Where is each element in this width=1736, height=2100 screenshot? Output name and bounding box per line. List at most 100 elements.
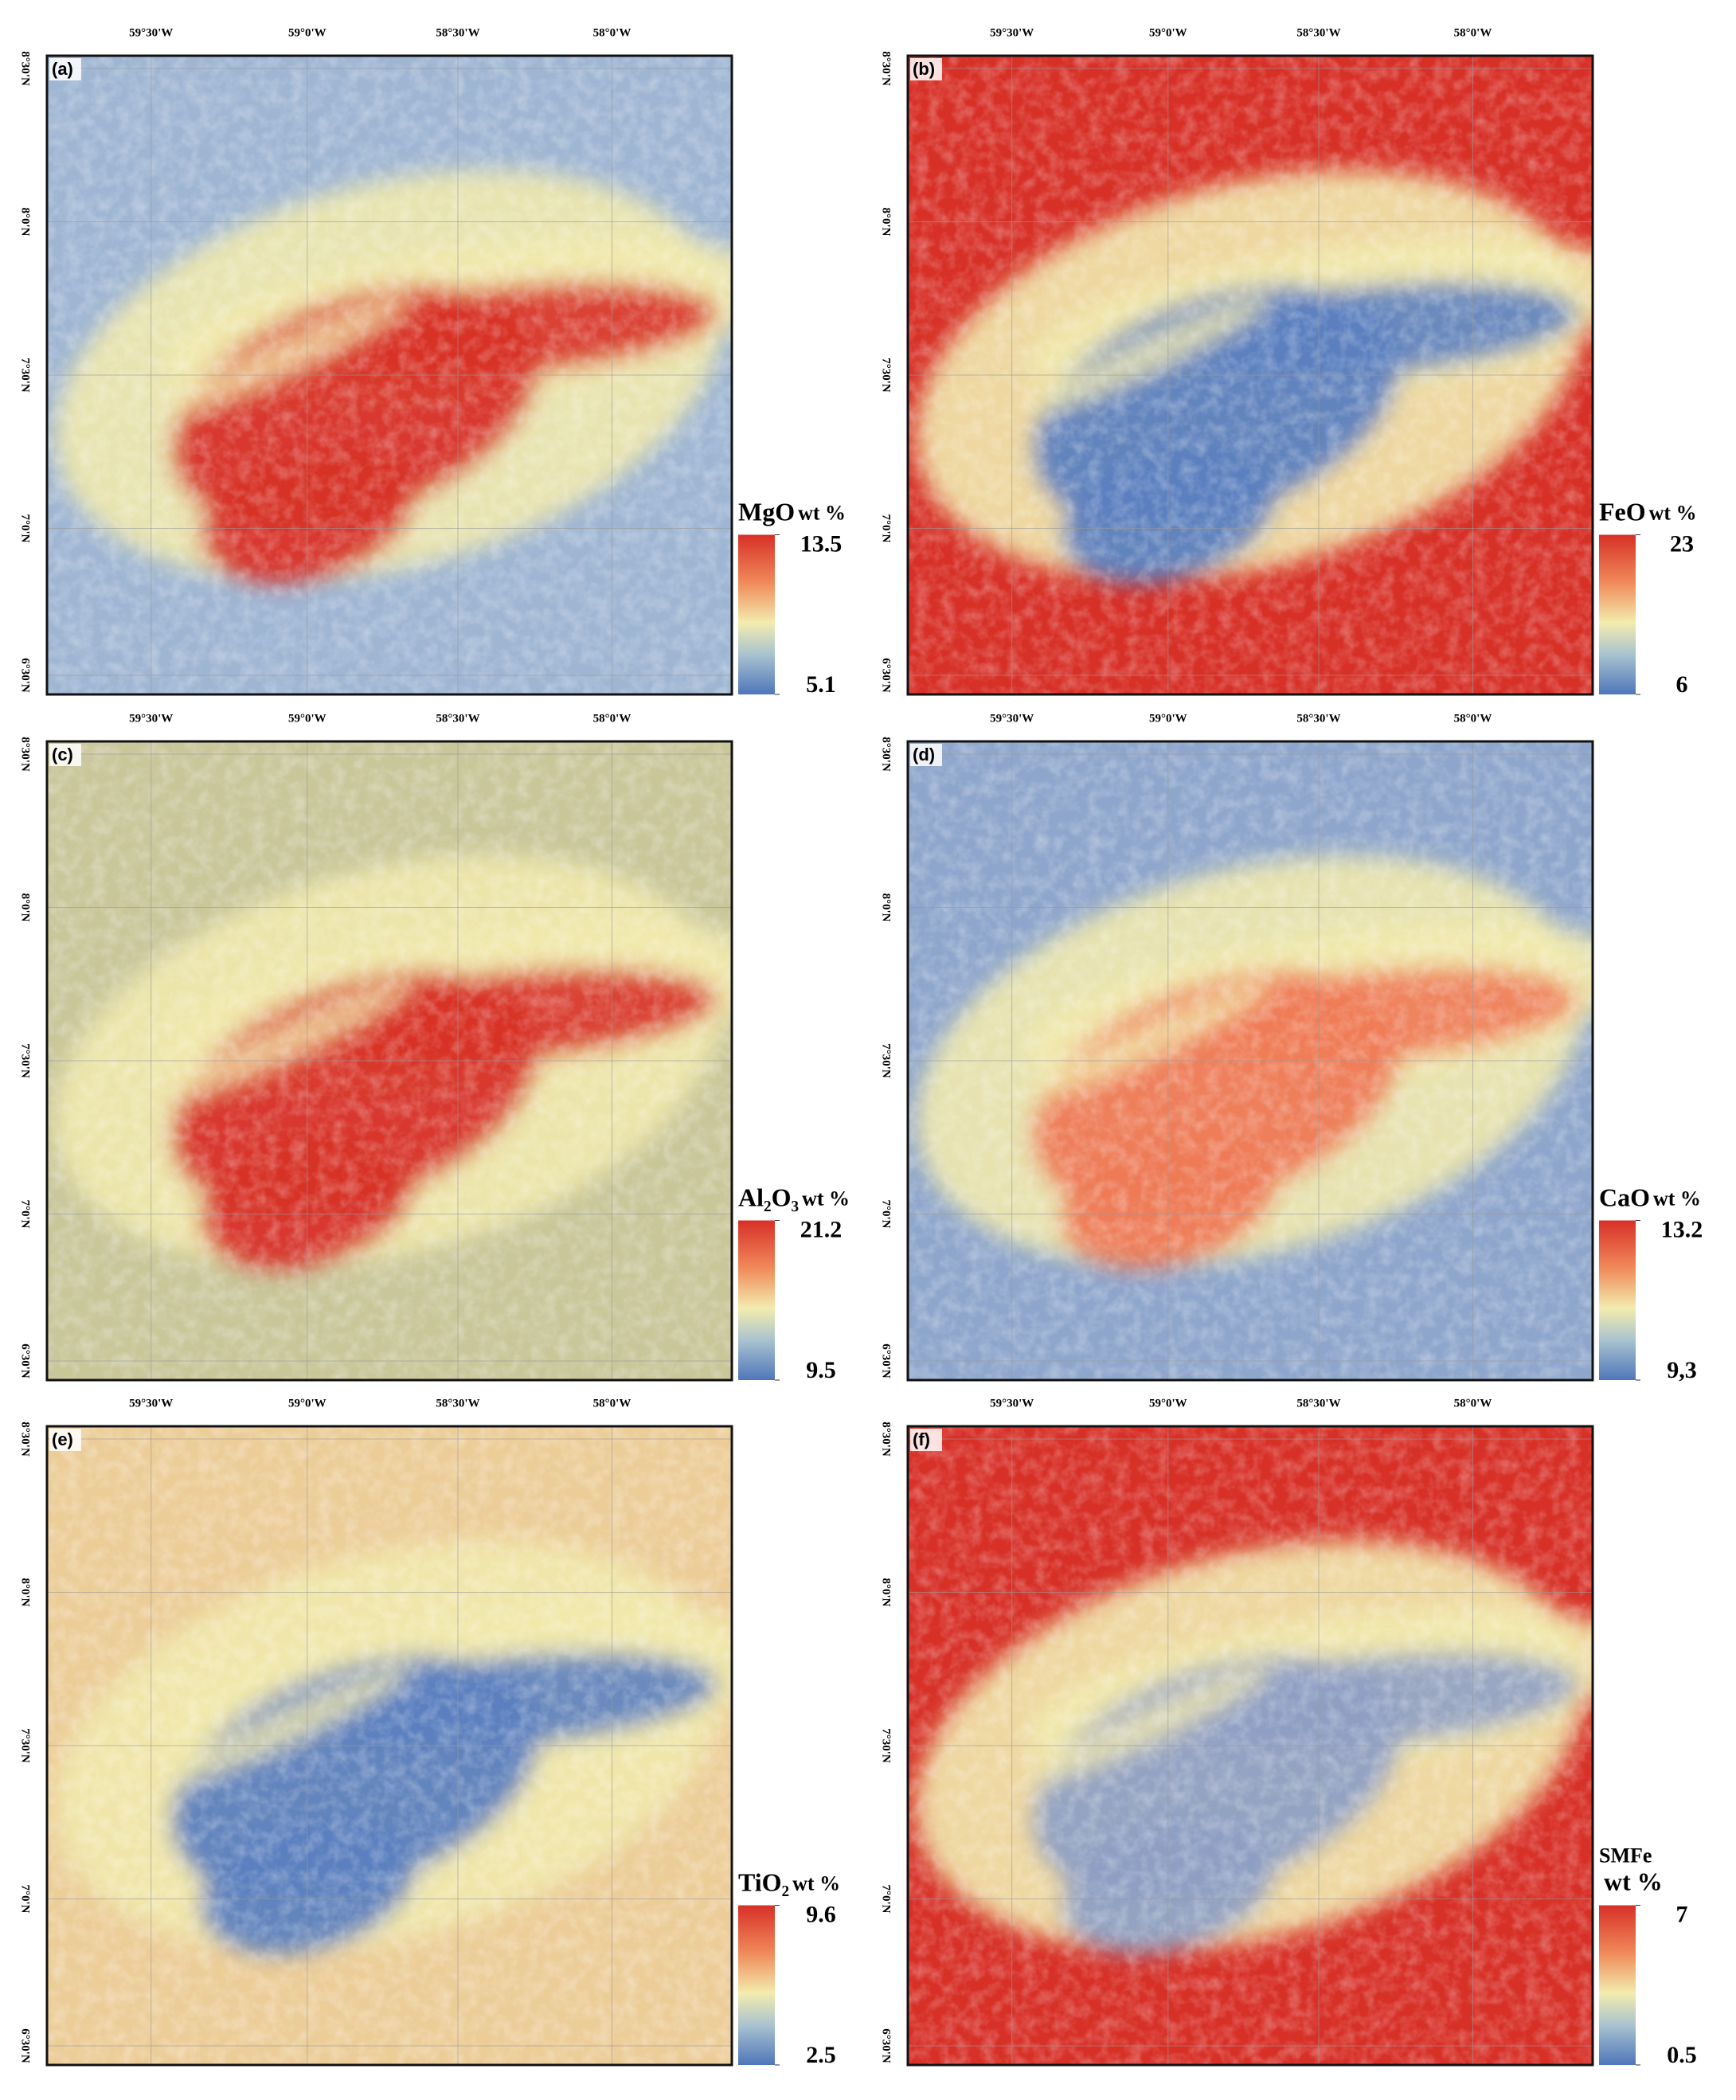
latitude-label: 8°30'N [19, 51, 32, 86]
longitude-label: 59°0'W [288, 712, 326, 725]
oxide-name: TiO₂ [738, 1868, 789, 1897]
unit: wt % [802, 1187, 850, 1210]
latitude-label: 7°30'N [880, 1043, 893, 1078]
latitude-label: 8°0'N [19, 1578, 32, 1607]
colorbar [1599, 534, 1636, 694]
longitude-label: 59°30'W [129, 1397, 173, 1410]
map-frame [45, 1425, 733, 2067]
map-image [47, 56, 732, 694]
latitude-label: 6°30'N [19, 1343, 32, 1378]
longitude-label: 59°30'W [990, 1397, 1034, 1410]
latitude-label: 8°0'N [880, 894, 893, 922]
latitude-label: 7°0'N [19, 514, 32, 542]
latitude-label: 6°30'N [880, 1343, 893, 1378]
longitude-label: 59°0'W [288, 1397, 326, 1410]
map-frame [906, 54, 1594, 696]
longitude-label: 59°0'W [1149, 26, 1187, 39]
latitude-label: 8°0'N [880, 208, 893, 237]
map-frame [906, 1425, 1594, 2067]
map-image [47, 741, 732, 1380]
colorbar-min: 6 [1676, 671, 1688, 698]
longitude-label: 59°30'W [129, 26, 173, 39]
colorbar-max: 7 [1676, 1901, 1688, 1927]
colorbar-min: 2.5 [806, 2042, 836, 2068]
oxide-name: Al₂O₃ [738, 1183, 799, 1212]
longitude-label: 59°30'W [129, 712, 173, 725]
panel-label: (a) [52, 59, 73, 79]
latitude-label: 8°30'N [19, 737, 32, 772]
longitude-label: 58°0'W [1454, 1397, 1492, 1410]
panel-label: (f) [913, 1429, 930, 1449]
map-frame [45, 54, 733, 696]
latitude-label: 8°30'N [880, 1422, 893, 1457]
latitude-label: 6°30'N [19, 2028, 32, 2063]
oxide-name: FeO [1599, 498, 1646, 526]
longitude-label: 59°0'W [1149, 1397, 1187, 1410]
colorbar [1599, 1905, 1636, 2065]
colorbar [738, 1220, 775, 1380]
panel-label-box [910, 58, 942, 80]
map-image [908, 1426, 1593, 2065]
colorbar-title: FeO wt % [1599, 498, 1697, 526]
unit: wt % [1604, 1867, 1663, 1896]
latitude-label: 7°0'N [19, 1199, 32, 1228]
longitude-label: 58°30'W [1296, 712, 1340, 725]
latitude-label: 8°0'N [19, 894, 32, 922]
map-panel: 59°30'W 59°0'W 58°30'W 58°0'W 8°30'N 8°0'N 7°3… [880, 1397, 1697, 2068]
colorbar [738, 1905, 775, 2065]
colorbar-min: 9.5 [806, 1357, 836, 1383]
latitude-label: 7°0'N [880, 1199, 893, 1228]
latitude-label: 7°0'N [880, 514, 893, 542]
colorbar-title: Al₂O₃ wt % [738, 1183, 850, 1212]
longitude-label: 58°0'W [593, 1397, 631, 1410]
latitude-label: 6°30'N [880, 2028, 893, 2063]
colorbar-min: 5.1 [806, 671, 836, 698]
map-frame [45, 740, 733, 1382]
colorbar-min: 0.5 [1667, 2042, 1697, 2068]
longitude-label: 58°0'W [593, 712, 631, 725]
latitude-label: 8°30'N [19, 1422, 32, 1457]
colorbar [738, 534, 775, 694]
latitude-label: 8°0'N [880, 1578, 893, 1607]
latitude-label: 7°0'N [19, 1884, 32, 1913]
map-panel: 59°30'W 59°0'W 58°30'W 58°0'W 8°30'N 8°0'N 7°3… [19, 712, 850, 1383]
latitude-label: 8°30'N [880, 51, 893, 86]
unit: wt % [1649, 501, 1697, 524]
panel-label: (b) [913, 59, 935, 79]
colorbar-max: 13.2 [1661, 1216, 1703, 1242]
latitude-label: 7°30'N [19, 358, 32, 393]
latitude-label: 8°30'N [880, 737, 893, 772]
longitude-label: 58°30'W [436, 26, 479, 39]
oxide-name: SMFe [1599, 1844, 1652, 1867]
panel-label: (e) [52, 1429, 73, 1449]
colorbar-title: TiO₂ wt % [738, 1868, 840, 1897]
panel-label-box [910, 1429, 942, 1451]
unit: wt % [1653, 1187, 1701, 1210]
panel-label: (d) [913, 745, 935, 765]
longitude-label: 59°30'W [990, 26, 1034, 39]
map-panel: 59°30'W 59°0'W 58°30'W 58°0'W 8°30'N 8°0'N 7°3… [19, 26, 846, 698]
latitude-label: 7°30'N [880, 358, 893, 393]
longitude-label: 58°30'W [436, 712, 479, 725]
colorbar-max: 23 [1670, 530, 1694, 557]
colorbar-title: SMFe wt % [1599, 1844, 1663, 1895]
longitude-label: 59°0'W [1149, 712, 1187, 725]
panel-label-box [910, 744, 942, 766]
map-image [908, 56, 1593, 694]
colorbar-max: 21.2 [800, 1216, 843, 1242]
latitude-label: 6°30'N [19, 658, 32, 693]
latitude-label: 8°0'N [19, 208, 32, 237]
latitude-label: 7°0'N [880, 1884, 893, 1913]
longitude-label: 58°0'W [1454, 26, 1492, 39]
colorbar-max: 9.6 [806, 1901, 836, 1927]
unit: wt % [798, 501, 846, 524]
panel-label-box [49, 58, 81, 80]
latitude-label: 7°30'N [19, 1728, 32, 1763]
colorbar [1599, 1220, 1636, 1380]
longitude-label: 58°30'W [436, 1397, 479, 1410]
map-panel: 59°30'W 59°0'W 58°30'W 58°0'W 8°30'N 8°0'N 7°3… [19, 1397, 841, 2068]
map-image [908, 741, 1593, 1380]
map-image [47, 1426, 732, 2065]
longitude-label: 58°30'W [1296, 1397, 1340, 1410]
map-frame [906, 740, 1594, 1382]
